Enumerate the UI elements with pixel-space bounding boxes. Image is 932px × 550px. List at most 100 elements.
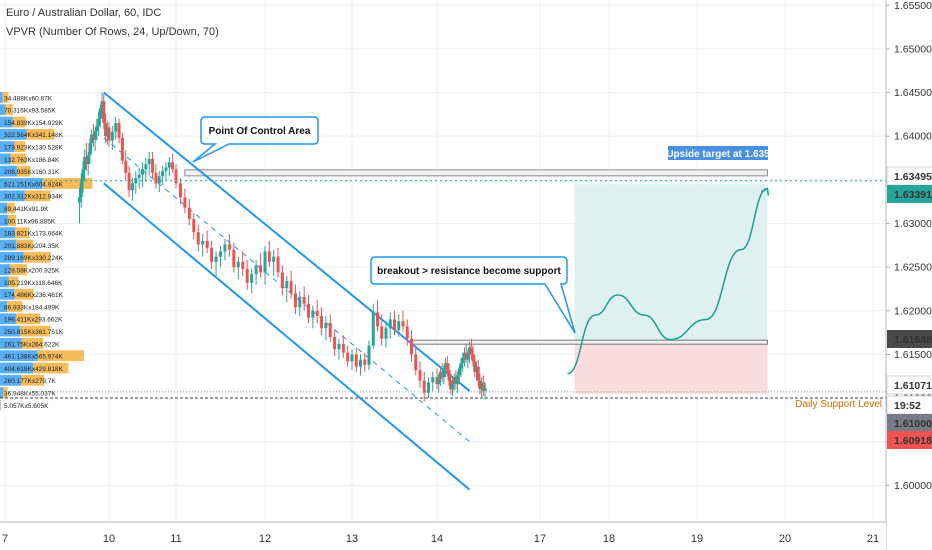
- candle-body: [263, 251, 267, 273]
- annotation-callouts: Point Of Control Area breakout > resistan…: [192, 116, 882, 410]
- vp-label: 36.948Kx55.037K: [4, 391, 56, 398]
- candle-body: [214, 256, 218, 262]
- candle: [157, 171, 161, 193]
- vp-label: 174.486Kx236.461K: [4, 292, 64, 299]
- candle: [104, 113, 108, 144]
- price-tick-label: 1.63000: [894, 218, 932, 230]
- candle: [476, 359, 480, 386]
- candle: [473, 354, 477, 378]
- price-badge: 1.61071: [886, 375, 932, 395]
- candle: [401, 310, 405, 332]
- candle: [117, 118, 121, 144]
- candle: [83, 149, 87, 180]
- candle: [232, 242, 236, 273]
- candle: [341, 335, 345, 358]
- vp-bar-down: [26, 128, 55, 140]
- target-label: Upside target at 1.635: [666, 146, 770, 160]
- stop-zone: [574, 341, 768, 394]
- vp-bar-up: [0, 153, 11, 165]
- candle: [174, 164, 178, 189]
- time-tick-label: 11: [170, 533, 181, 545]
- time-tick-label: 19: [691, 533, 703, 545]
- candle: [440, 363, 444, 383]
- candle-body: [196, 232, 200, 245]
- candle: [452, 373, 456, 392]
- candle: [95, 118, 99, 141]
- candle-body: [328, 322, 332, 337]
- price-badge-text: 1.63495: [894, 171, 932, 183]
- candle-body: [473, 361, 477, 372]
- candle-body: [104, 123, 108, 137]
- candle: [437, 373, 441, 393]
- candle: [471, 345, 475, 367]
- price-badge-bg: [887, 414, 932, 432]
- support-label: Daily Support Level: [795, 399, 882, 410]
- vp-bar-up: [0, 227, 16, 239]
- candle-body: [452, 377, 456, 385]
- price-badge: 1.61648: [887, 330, 932, 348]
- candle: [187, 199, 191, 226]
- candle: [435, 368, 439, 390]
- poc-box: [184, 169, 768, 177]
- candle-body: [167, 162, 171, 168]
- candle: [171, 153, 175, 173]
- candle: [167, 157, 171, 177]
- vp-label: 302.312Kx312.934K: [4, 194, 64, 201]
- price-tick-label: 1.60000: [894, 480, 932, 492]
- vp-bar-down: [8, 276, 19, 288]
- candle: [227, 233, 231, 257]
- vp-bar-down: [7, 202, 15, 214]
- breakout-callout: breakout > resistance become support: [370, 256, 576, 334]
- price-badge-text: 1.60918: [894, 435, 932, 447]
- vp-bar-up: [0, 338, 22, 349]
- vp-bar-up: [0, 251, 24, 263]
- candle-body: [337, 343, 341, 350]
- candle: [445, 356, 449, 376]
- vp-label: 196.411Kx293.662K: [4, 317, 63, 324]
- candle-body: [480, 382, 484, 390]
- candle: [130, 178, 134, 201]
- vp-label: 461.138Kx565.974K: [4, 354, 64, 361]
- candle-body: [393, 319, 396, 330]
- candle: [474, 361, 478, 381]
- vp-label: 100.11Kx96.885K: [4, 218, 56, 225]
- candle-body: [95, 125, 99, 131]
- candle: [431, 371, 435, 392]
- candle-body: [241, 261, 245, 269]
- candle-body: [97, 118, 101, 126]
- time-tick-label: 14: [431, 533, 443, 545]
- vp-bar-up: [0, 276, 9, 288]
- candle-body: [442, 368, 446, 378]
- candle-body: [161, 171, 165, 177]
- vp-bar-down: [33, 362, 69, 374]
- candle-body: [471, 354, 475, 362]
- candle: [114, 116, 118, 140]
- candle: [333, 329, 337, 357]
- candle-body: [354, 354, 358, 367]
- vp-label: 250.815Kx361.751K: [4, 329, 64, 336]
- candle-body: [307, 303, 310, 318]
- vp-bar-up: [0, 350, 38, 362]
- candle: [84, 143, 88, 172]
- candle-body: [93, 130, 97, 140]
- vp-bar-up: [0, 239, 17, 251]
- vp-bar-up: [0, 301, 8, 312]
- vp-bar-up: [0, 288, 15, 300]
- vp-bar-down: [2, 92, 9, 103]
- candle-body: [431, 377, 435, 383]
- price-badge: 1.61000: [887, 414, 932, 432]
- target-zone: [574, 184, 768, 342]
- vp-bar-down: [7, 301, 23, 312]
- candle: [98, 104, 102, 128]
- candle-body: [397, 321, 401, 330]
- candle: [254, 260, 258, 285]
- candle: [328, 314, 332, 343]
- vp-label: 5.057Kx5.605K: [4, 403, 49, 410]
- time-tick-label: 7: [2, 533, 8, 545]
- vp-bar-up: [0, 362, 34, 374]
- time-tick-label: 18: [603, 533, 615, 545]
- candle: [468, 342, 472, 364]
- candle: [100, 92, 104, 119]
- candle: [376, 300, 379, 332]
